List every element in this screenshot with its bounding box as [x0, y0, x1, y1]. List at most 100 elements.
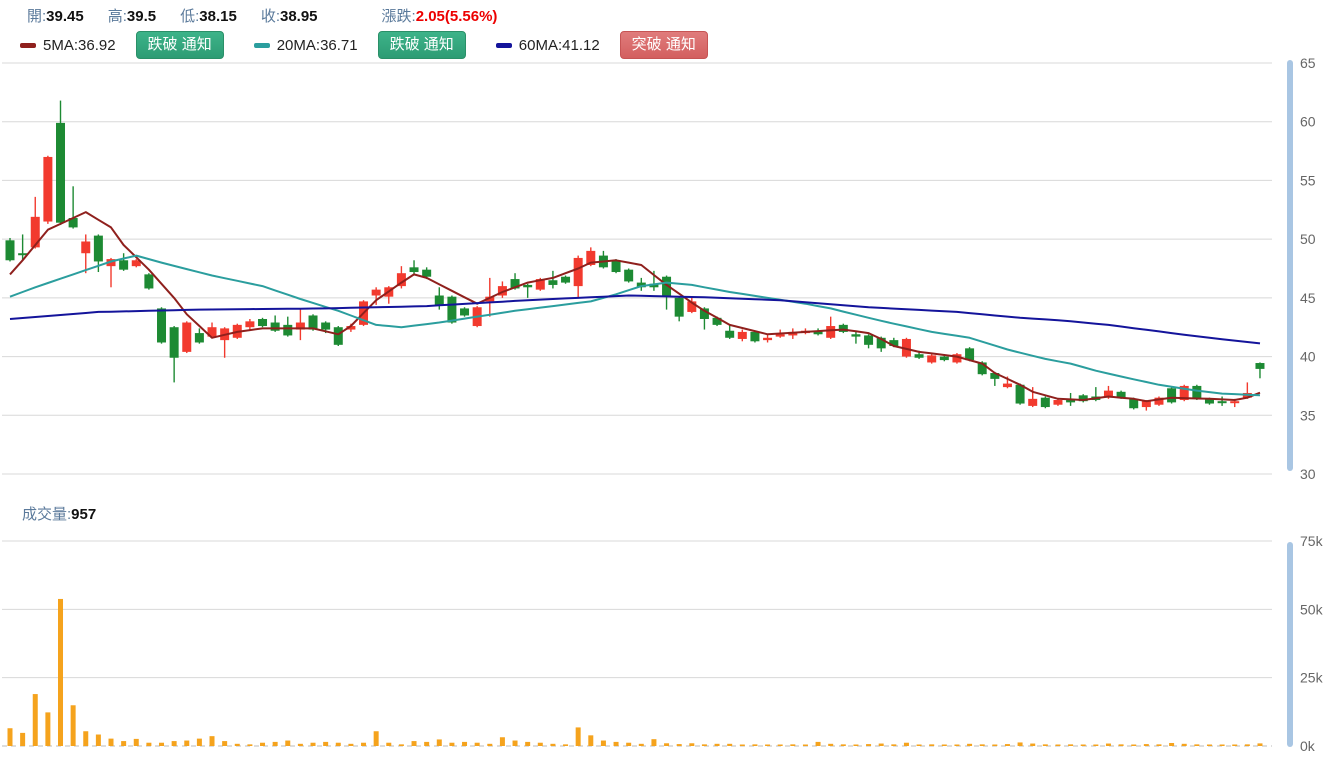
- close-value: 38.95: [279, 8, 318, 25]
- volume-bar: [689, 743, 695, 746]
- volume-bar: [146, 742, 152, 746]
- candle-down: [434, 295, 444, 305]
- volume-axis-tick: 50k: [1300, 601, 1324, 617]
- ma5-label: 5MA:36.92: [43, 36, 116, 54]
- candle-down: [194, 333, 204, 343]
- volume-bar: [424, 741, 430, 746]
- ma5-breakdown-alert-button[interactable]: 跌破 通知: [135, 31, 224, 59]
- candle-down: [662, 276, 672, 296]
- volume-bar: [234, 743, 240, 746]
- candle-down: [510, 279, 520, 289]
- volume-bar: [411, 741, 417, 746]
- volume-bar: [727, 743, 733, 746]
- volume-bar: [32, 694, 38, 746]
- volume-value: 957: [71, 506, 97, 523]
- volume-bar: [739, 744, 745, 746]
- low-label: 低:: [180, 8, 200, 25]
- volume-bar: [777, 744, 783, 746]
- candle-down: [1066, 400, 1076, 403]
- candle-down: [447, 296, 457, 323]
- candle-down: [169, 327, 179, 358]
- candle-up: [245, 321, 255, 328]
- candle-down: [119, 260, 129, 270]
- candle-up: [826, 326, 836, 338]
- ma20-breakdown-alert-button[interactable]: 跌破 通知: [377, 31, 466, 59]
- volume-bar: [1030, 743, 1036, 746]
- volume-bar: [664, 743, 670, 746]
- volume-bar: [1068, 744, 1074, 746]
- ma-line-60ma: [9, 294, 1261, 345]
- candle-up: [207, 327, 217, 337]
- volume-bar: [462, 741, 468, 746]
- volume-bar: [1131, 744, 1137, 746]
- candle-down: [157, 308, 167, 343]
- candle-up: [737, 331, 747, 339]
- change-field: 漲跌:2.05(5.56%): [382, 5, 498, 26]
- candle-down: [712, 317, 722, 325]
- candle-up: [586, 250, 596, 265]
- close-label: 收:: [260, 8, 280, 25]
- candle-down: [258, 318, 268, 327]
- volume-pane-scrollbar[interactable]: [1287, 542, 1293, 747]
- candle-down: [1192, 385, 1202, 399]
- volume-bar: [701, 744, 707, 746]
- open-label: 開:: [27, 8, 47, 25]
- volume-bar: [828, 743, 834, 746]
- candle-up: [43, 156, 53, 222]
- volume-bar: [121, 741, 127, 746]
- candle-up: [573, 257, 583, 287]
- volume-bar: [1232, 744, 1238, 746]
- candle-up: [295, 322, 305, 330]
- ma5-legend-item: 5MA:36.92: [20, 37, 116, 54]
- volume-bar: [790, 744, 796, 746]
- volume-bar: [840, 744, 846, 746]
- volume-bar: [1143, 744, 1149, 746]
- volume-bar: [297, 743, 303, 746]
- candle-down: [1116, 391, 1126, 398]
- volume-bar: [916, 744, 922, 746]
- volume-bar: [1042, 744, 1048, 746]
- candle-up: [775, 334, 785, 337]
- volume-bar: [537, 742, 543, 746]
- price-axis-tick: 55: [1300, 172, 1316, 188]
- close-field: 收:38.95: [261, 5, 318, 26]
- candle-down: [750, 331, 760, 342]
- candle-down: [409, 267, 419, 273]
- candle-up: [1103, 390, 1113, 398]
- volume-bar: [866, 744, 872, 746]
- volume-bar: [1080, 744, 1086, 746]
- ma-line-20ma: [9, 254, 1261, 397]
- price-pane-scrollbar[interactable]: [1287, 60, 1293, 471]
- candle-up: [30, 216, 40, 248]
- volume-bar: [70, 705, 76, 746]
- volume-bar: [563, 744, 569, 746]
- volume-bar: [1219, 744, 1225, 746]
- volume-bar: [1118, 744, 1124, 746]
- candle-down: [422, 269, 432, 277]
- volume-bar: [878, 743, 884, 746]
- candle-down: [914, 354, 924, 358]
- volume-bar: [184, 740, 190, 746]
- candle-down: [699, 308, 709, 319]
- candle-up: [81, 241, 91, 254]
- low-value: 38.15: [199, 8, 237, 25]
- volume-bar: [765, 744, 771, 746]
- volume-bar: [1093, 744, 1099, 746]
- volume-bar: [386, 742, 392, 746]
- volume-bar: [638, 743, 644, 746]
- volume-bar: [967, 743, 973, 746]
- volume-bar: [272, 741, 278, 746]
- candle-down: [990, 373, 1000, 379]
- candle-down: [56, 122, 66, 223]
- candle-down: [965, 348, 975, 361]
- volume-bar: [714, 743, 720, 746]
- candle-up: [687, 301, 697, 312]
- price-axis-tick: 65: [1300, 55, 1316, 71]
- candle-down: [939, 356, 949, 361]
- candle-down: [889, 340, 899, 347]
- candle-down: [93, 235, 103, 262]
- ma60-breakout-alert-button[interactable]: 突破 通知: [619, 31, 708, 59]
- candle-up: [1053, 400, 1063, 405]
- volume-bar: [159, 742, 165, 746]
